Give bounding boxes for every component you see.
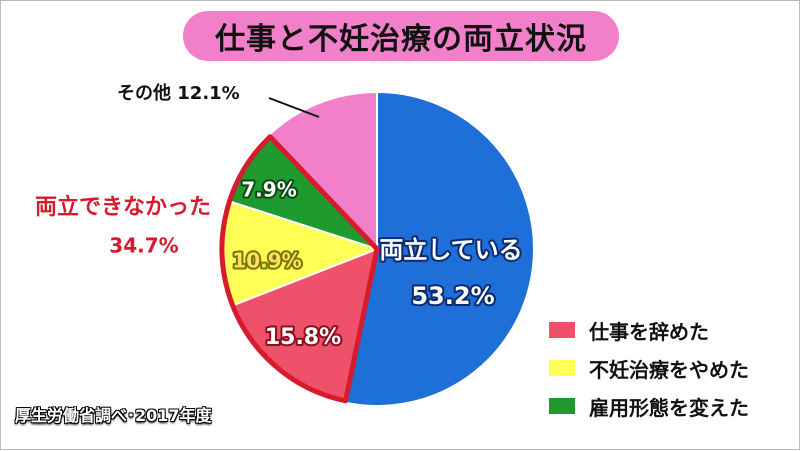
- legend-swatch-quit-job: [549, 322, 575, 338]
- legend-label-quit-treatment: 不妊治療をやめた: [589, 357, 749, 382]
- legend: 仕事を辞めた 不妊治療をやめた 雇用形態を変えた: [549, 311, 749, 425]
- legend-label-changed-employment: 雇用形態を変えた: [589, 395, 749, 420]
- legend-item: 不妊治療をやめた: [549, 349, 749, 387]
- slice-value-changed-employment: 7.9%: [241, 178, 296, 202]
- chart-title: 仕事と不妊治療の両立状況: [215, 22, 587, 57]
- legend-item: 雇用形態を変えた: [549, 387, 749, 425]
- slice-label-coexisting: 両立している: [379, 236, 522, 264]
- legend-swatch-changed-employment: [549, 398, 575, 414]
- slice-value-quit-treatment: 10.9%: [232, 249, 301, 273]
- slice-coexisting: [343, 90, 536, 407]
- chart-title-banner: 仕事と不妊治療の両立状況: [183, 11, 619, 61]
- source-note: 厚生労働省調べ･2017年度: [15, 406, 212, 425]
- group-label: 両立できなかった: [35, 194, 211, 220]
- group-outline: [219, 134, 380, 404]
- group-value: 34.7%: [109, 234, 178, 258]
- slice-value-coexisting: 53.2%: [411, 282, 494, 310]
- legend-item: 仕事を辞めた: [549, 311, 749, 349]
- slice-value-quit-job: 15.8%: [265, 325, 341, 350]
- legend-swatch-quit-treatment: [549, 360, 575, 376]
- slice-other: [267, 90, 378, 252]
- legend-label-quit-job: 仕事を辞めた: [589, 319, 709, 344]
- other-label: その他 12.1%: [117, 82, 240, 104]
- other-leader-line: [268, 97, 320, 118]
